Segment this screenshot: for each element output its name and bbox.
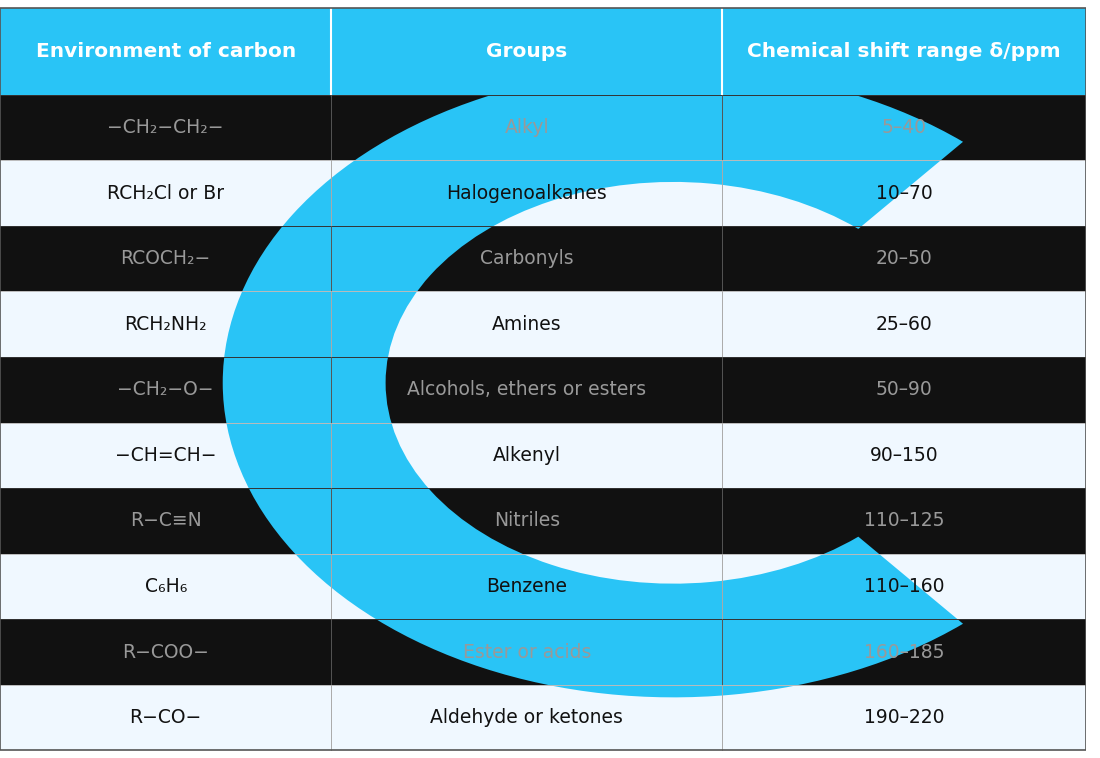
Text: Ester or acids: Ester or acids (463, 643, 591, 662)
Text: −CH₂−O−: −CH₂−O− (118, 381, 214, 399)
Text: 20–50: 20–50 (876, 249, 933, 268)
Text: Groups: Groups (486, 42, 568, 61)
Text: R−COO−: R−COO− (122, 643, 209, 662)
Text: Alkyl: Alkyl (505, 118, 549, 137)
Bar (723, 291, 1086, 357)
Text: Alkenyl: Alkenyl (493, 446, 561, 465)
Bar (331, 357, 723, 423)
Bar (723, 161, 1086, 226)
Bar (0, 553, 331, 619)
Text: Chemical shift range δ/ppm: Chemical shift range δ/ppm (747, 42, 1060, 61)
Text: Aldehyde or ketones: Aldehyde or ketones (430, 708, 624, 727)
Text: 5–40: 5–40 (881, 118, 926, 137)
Text: RCOCH₂−: RCOCH₂− (121, 249, 211, 268)
Text: 90–150: 90–150 (870, 446, 938, 465)
Bar (0, 357, 331, 423)
Text: 10–70: 10–70 (876, 183, 933, 202)
Bar (0, 619, 331, 685)
Wedge shape (222, 68, 963, 697)
Bar (0, 488, 331, 553)
Text: R−C≡N: R−C≡N (130, 512, 201, 531)
Bar (0, 422, 331, 488)
Text: −CH₂−CH₂−: −CH₂−CH₂− (108, 118, 224, 137)
Bar (723, 488, 1086, 553)
Bar (0, 226, 331, 291)
Text: 110–160: 110–160 (864, 577, 944, 596)
Bar (723, 619, 1086, 685)
Text: Halogenoalkanes: Halogenoalkanes (447, 183, 607, 202)
Bar (0, 161, 331, 226)
Text: Amines: Amines (492, 315, 562, 334)
Bar (331, 161, 723, 226)
Text: Nitriles: Nitriles (494, 512, 560, 531)
Bar (331, 553, 723, 619)
Text: R−CO−: R−CO− (130, 708, 201, 727)
Text: 160–185: 160–185 (864, 643, 944, 662)
Bar (723, 553, 1086, 619)
Bar (331, 488, 723, 553)
Bar (723, 685, 1086, 750)
Bar (331, 95, 723, 161)
Text: RCH₂NH₂: RCH₂NH₂ (124, 315, 207, 334)
Bar (331, 8, 723, 95)
Bar (723, 8, 1086, 95)
Text: 50–90: 50–90 (876, 381, 933, 399)
Text: Carbonyls: Carbonyls (480, 249, 573, 268)
Bar (331, 619, 723, 685)
Bar (0, 685, 331, 750)
Bar (331, 685, 723, 750)
Text: 190–220: 190–220 (864, 708, 944, 727)
Text: 25–60: 25–60 (876, 315, 933, 334)
Text: −CH=CH−: −CH=CH− (116, 446, 217, 465)
Text: Environment of carbon: Environment of carbon (35, 42, 296, 61)
Bar (723, 95, 1086, 161)
Bar (331, 226, 723, 291)
Bar (723, 422, 1086, 488)
Bar (331, 422, 723, 488)
Text: C₆H₆: C₆H₆ (144, 577, 187, 596)
Bar (0, 8, 331, 95)
Bar (0, 95, 331, 161)
Text: Benzene: Benzene (486, 577, 568, 596)
Bar (331, 291, 723, 357)
Text: Alcohols, ethers or esters: Alcohols, ethers or esters (407, 381, 647, 399)
Bar (0, 291, 331, 357)
Text: RCH₂Cl or Br: RCH₂Cl or Br (107, 183, 224, 202)
Text: 110–125: 110–125 (864, 512, 944, 531)
Bar (723, 357, 1086, 423)
Bar (723, 226, 1086, 291)
